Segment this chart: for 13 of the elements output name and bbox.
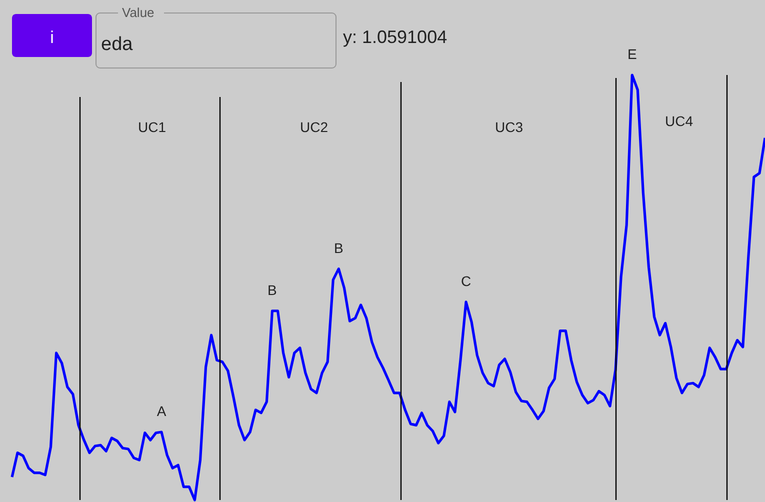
- text: i: [50, 28, 54, 47]
- annotation: A: [156, 403, 167, 419]
- text: y: 1.0591004: [343, 27, 448, 47]
- annotation: B: [268, 282, 277, 298]
- annotation: C: [460, 272, 472, 289]
- annotation: UC3: [494, 119, 524, 135]
- text: eda: [101, 34, 134, 55]
- annotation: UC2: [300, 119, 328, 135]
- annotation: E: [627, 46, 637, 62]
- annotation: UC4: [664, 113, 694, 129]
- annotation: B: [334, 240, 344, 256]
- annotation: UC1: [138, 119, 166, 135]
- text: Value: [122, 5, 154, 20]
